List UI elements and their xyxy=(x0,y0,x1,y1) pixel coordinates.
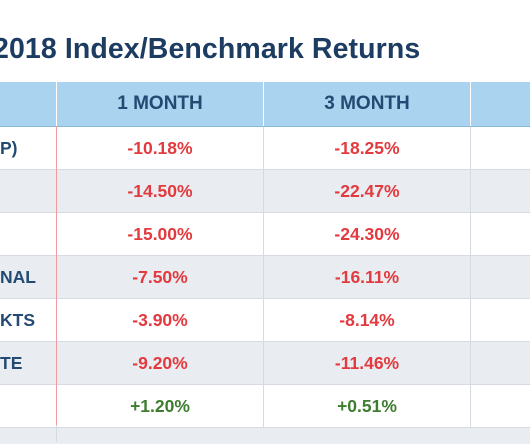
row-divider xyxy=(0,298,530,299)
row-divider xyxy=(0,169,530,170)
table-row: KTS -3.90% -8.14% xyxy=(0,299,530,342)
column-divider xyxy=(263,299,264,342)
cell-3-month: -16.11% xyxy=(334,267,400,287)
header-col-next xyxy=(471,82,530,126)
table-row: NAL -7.50% -16.11% xyxy=(0,256,530,299)
column-divider xyxy=(470,299,471,342)
table-row-partial xyxy=(0,428,530,444)
row-divider xyxy=(0,341,530,342)
row-label-text: NAL xyxy=(0,267,36,287)
table-row: +1.20% +0.51% xyxy=(0,385,530,428)
row-divider xyxy=(0,384,530,385)
row-divider xyxy=(0,212,530,213)
cell-1-month: -14.50% xyxy=(127,181,193,201)
table-row: TE -9.20% -11.46% xyxy=(0,342,530,385)
row-label-text: TE xyxy=(0,353,23,373)
column-divider xyxy=(470,256,471,299)
column-divider xyxy=(263,213,264,256)
cell-3-month: -24.30% xyxy=(334,224,400,244)
cell-3-month: +0.51% xyxy=(337,396,397,416)
column-divider xyxy=(263,342,264,385)
table-header: 1 MONTH 3 MONTH xyxy=(0,82,530,127)
cell-1-month: -10.18% xyxy=(127,138,193,158)
label-column-divider xyxy=(56,126,57,425)
label-column-divider-bottom xyxy=(56,425,57,442)
table-title: 2018 Index/Benchmark Returns xyxy=(0,33,421,65)
row-divider xyxy=(0,427,530,428)
table-row: -15.00% -24.30% xyxy=(0,213,530,256)
cell-3-month: -8.14% xyxy=(339,310,395,330)
header-col-1-month: 1 MONTH xyxy=(117,93,203,114)
header-divider xyxy=(263,82,264,126)
row-label xyxy=(0,385,56,428)
row-label xyxy=(0,170,56,213)
row-label-text: KTS xyxy=(0,310,35,330)
column-divider xyxy=(470,170,471,213)
cell-3-month: -11.46% xyxy=(334,353,400,373)
column-divider xyxy=(470,213,471,256)
column-divider xyxy=(470,342,471,385)
table-row: P) -10.18% -18.25% xyxy=(0,127,530,170)
column-divider xyxy=(263,127,264,170)
cell-1-month: -7.50% xyxy=(132,267,188,287)
row-divider xyxy=(0,255,530,256)
row-label: P) xyxy=(0,127,56,170)
cell-1-month: -15.00% xyxy=(127,224,193,244)
column-divider xyxy=(470,127,471,170)
header-col-3-month: 3 MONTH xyxy=(324,93,410,114)
cell-1-month: -9.20% xyxy=(132,353,188,373)
row-label xyxy=(0,213,56,256)
row-label: TE xyxy=(0,342,56,385)
row-label: NAL xyxy=(0,256,56,299)
column-divider xyxy=(263,170,264,213)
cell-1-month: -3.90% xyxy=(132,310,188,330)
column-divider xyxy=(263,256,264,299)
table-row: -14.50% -22.47% xyxy=(0,170,530,213)
column-divider xyxy=(470,385,471,428)
header-divider xyxy=(56,82,57,126)
cell-1-month: +1.20% xyxy=(130,396,190,416)
header-divider xyxy=(470,82,471,126)
cell-3-month: -18.25% xyxy=(334,138,400,158)
row-label-text: P) xyxy=(0,138,18,158)
column-divider xyxy=(263,385,264,428)
cell-3-month: -22.47% xyxy=(334,181,400,201)
row-label: KTS xyxy=(0,299,56,342)
